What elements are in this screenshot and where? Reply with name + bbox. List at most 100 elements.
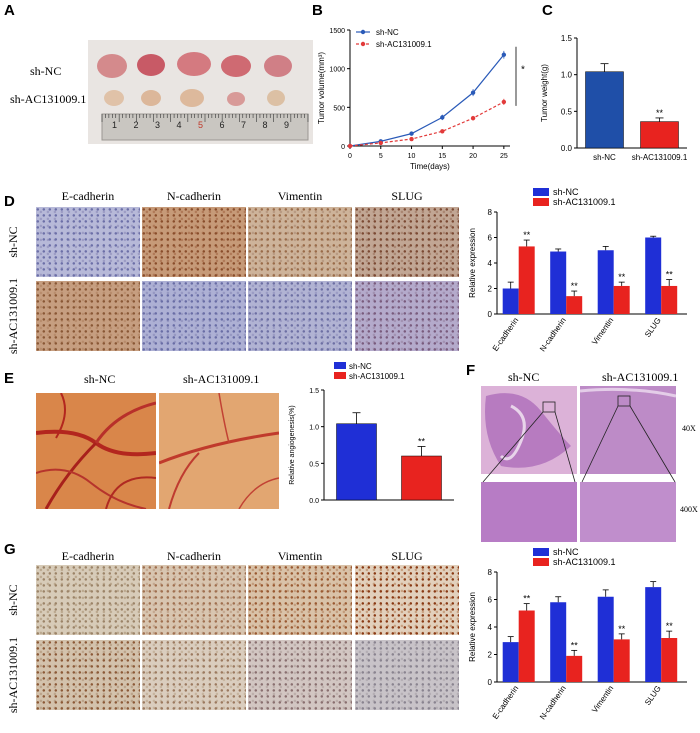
x-tick-label: E-cadherin <box>491 316 521 353</box>
x-tick-label: sh-NC <box>593 153 616 162</box>
ihc-column-label: SLUG <box>391 189 423 203</box>
tumor-nc-5 <box>264 55 292 77</box>
ruler-number: 5 <box>198 120 204 130</box>
legend-marker <box>360 29 366 35</box>
x-tick-label: N-cadherin <box>538 684 568 721</box>
panel-a-row-label-nc: sh-NC <box>30 64 62 78</box>
data-point <box>409 136 414 142</box>
he-40x-kd <box>580 386 676 474</box>
tumor-nc-4 <box>221 55 251 77</box>
ruler-number: 2 <box>133 120 139 130</box>
x-tick-label: Vimentin <box>590 316 615 347</box>
bar <box>645 587 662 682</box>
x-tick-label: SLUG <box>643 316 663 339</box>
panel-label-e: E <box>4 370 15 387</box>
data-point <box>501 52 507 57</box>
tumor-weight-chart: 0.0 0.5 1.0 1.5 Tumor weight(g) sh-NC ** sh-AC1… <box>540 34 688 162</box>
x-tick-label: sh-AC131009.1 <box>632 153 688 162</box>
y-tick-label: 1.5 <box>561 34 573 43</box>
ruler-number: 1 <box>112 120 118 130</box>
bar <box>566 296 583 314</box>
legend-label: sh-NC <box>349 362 372 371</box>
y-axis-label: Relative angiogenesis(%) <box>289 405 296 484</box>
he-400x-kd <box>580 482 676 542</box>
y-tick-label: 0.0 <box>309 498 319 505</box>
y-tick-label: 1.0 <box>561 71 573 80</box>
ihc-image <box>36 281 140 351</box>
bar <box>518 246 535 314</box>
bar <box>518 610 535 682</box>
x-tick-label: 15 <box>438 153 446 160</box>
x-tick-label: 20 <box>469 153 477 160</box>
tumor-nc-2 <box>137 54 165 76</box>
legend-swatch <box>334 372 346 379</box>
tumor-photo: 1 2 3 4 5 6 7 8 9 <box>88 40 313 144</box>
panel-f-col-label-nc: sh-NC <box>508 370 540 384</box>
legend-label: sh-NC <box>553 188 579 197</box>
legend-swatch <box>334 362 346 369</box>
significance-label: ** <box>666 621 674 631</box>
bar <box>661 638 678 682</box>
y-tick-label: 8 <box>488 208 493 217</box>
series-line-kd <box>349 101 505 147</box>
ihc-image <box>355 207 459 277</box>
bar <box>661 285 678 314</box>
panel-e-col-label-nc: sh-NC <box>84 372 116 386</box>
significance-label: ** <box>418 436 426 446</box>
y-axis-label: Tumor volume(mm³) <box>317 52 326 124</box>
legend-label: sh-AC131009.1 <box>376 40 432 49</box>
bar <box>550 602 567 682</box>
legend-swatch <box>533 548 549 556</box>
panel-label-c: C <box>542 2 553 19</box>
ruler-number: 8 <box>262 120 268 130</box>
y-tick-label: 1.0 <box>309 425 319 432</box>
y-tick-label: 6 <box>488 596 493 605</box>
bar <box>640 121 679 149</box>
bar <box>502 642 519 682</box>
ihc-row-label: sh-NC <box>6 226 20 258</box>
he-400x-nc <box>481 482 577 542</box>
magnification-40x: 40X <box>682 424 696 433</box>
data-point <box>470 115 476 121</box>
panel-e-col-label-kd: sh-AC131009.1 <box>183 372 260 386</box>
significance-label: ** <box>618 272 626 282</box>
y-tick-label: 4 <box>488 259 493 268</box>
y-tick-label: 0.5 <box>309 461 319 468</box>
tumor-kd-5 <box>267 90 285 106</box>
y-tick-label: 6 <box>488 234 493 243</box>
ihc-image <box>355 640 459 710</box>
x-tick-label: 10 <box>408 153 416 160</box>
panel-label-b: B <box>312 2 323 19</box>
y-tick-label: 0 <box>488 678 493 687</box>
legend-label: sh-NC <box>553 548 579 557</box>
significance-label: ** <box>523 230 531 240</box>
legend-label: sh-AC131009.1 <box>553 197 616 207</box>
tumor-kd-2 <box>141 90 161 106</box>
tumor-kd-4 <box>227 92 245 106</box>
ihc-image <box>248 281 352 351</box>
ihc-row-label: sh-AC131009.1 <box>6 277 20 355</box>
significance-label: ** <box>618 624 626 634</box>
y-tick-label: 1000 <box>329 67 345 74</box>
x-tick-label: N-cadherin <box>538 316 568 353</box>
y-tick-label: 2 <box>488 651 493 660</box>
ruler-number: 9 <box>284 120 290 130</box>
data-point <box>347 143 353 149</box>
relative-expression-chart-g: 0 2 4 6 8 Relative expression ** E-cadherin ** N-… <box>468 548 687 721</box>
tumor-nc-3 <box>177 52 211 76</box>
y-tick-label: 4 <box>488 623 493 632</box>
data-point <box>409 131 414 136</box>
significance-label: ** <box>571 281 579 291</box>
significance-label: ** <box>656 108 664 118</box>
y-tick-label: 0 <box>341 144 345 151</box>
x-tick-label: SLUG <box>643 684 663 707</box>
y-tick-label: 0 <box>488 310 493 319</box>
x-tick-label: E-cadherin <box>491 684 521 721</box>
data-point <box>440 129 445 134</box>
bar <box>613 639 630 682</box>
bar <box>502 288 519 314</box>
y-tick-label: 2 <box>488 285 493 294</box>
data-point <box>378 140 383 146</box>
ruler-number: 3 <box>155 120 161 130</box>
ruler-number: 6 <box>219 120 225 130</box>
